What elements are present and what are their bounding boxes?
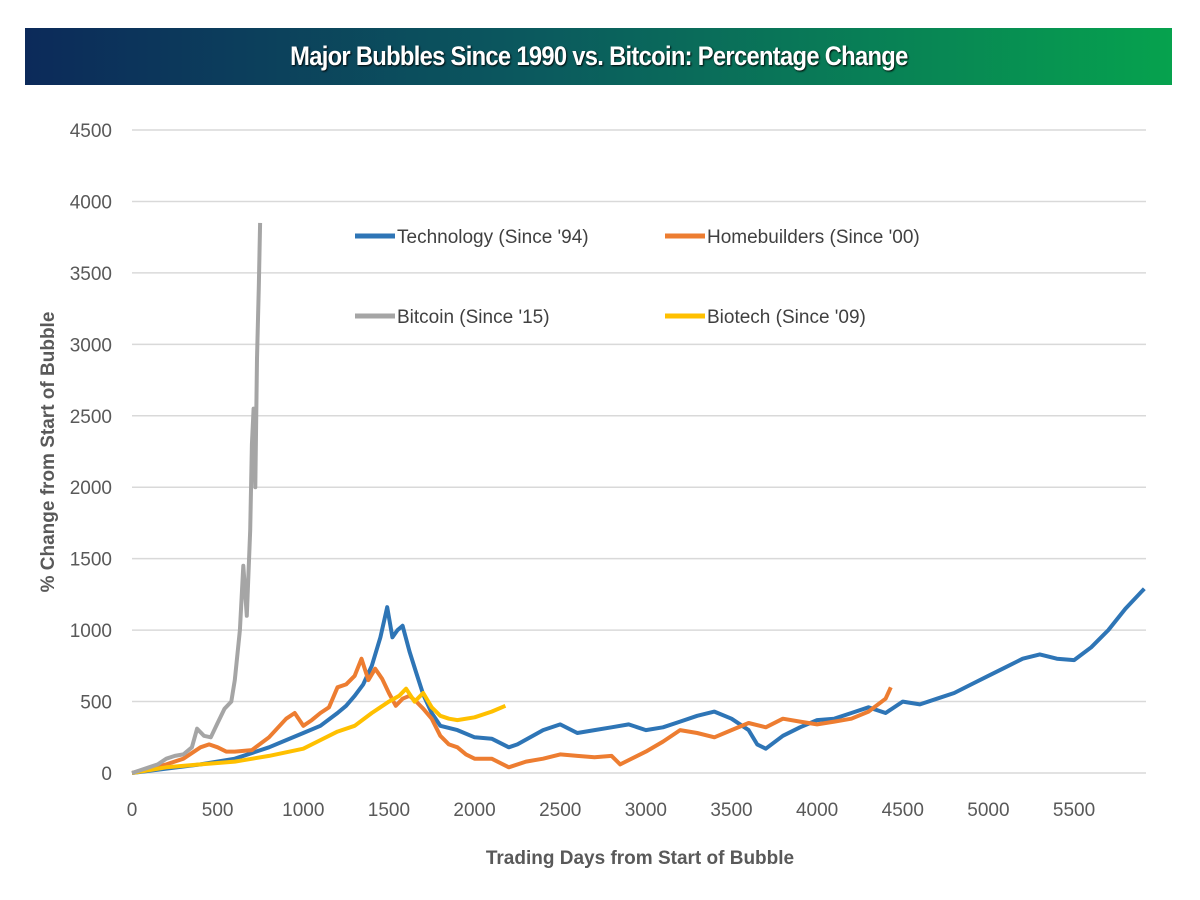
- y-tick-label: 2500: [70, 407, 112, 428]
- chart-title: Major Bubbles Since 1990 vs. Bitcoin: Pe…: [289, 41, 908, 71]
- y-tick-label: 500: [80, 693, 112, 714]
- legend-label: Homebuilders (Since '00): [707, 227, 920, 248]
- y-tick-label: 0: [101, 764, 112, 785]
- x-tick-label: 3000: [625, 800, 667, 821]
- x-tick-label: 5000: [967, 800, 1009, 821]
- y-tick-label: 2000: [70, 478, 112, 499]
- y-axis-label: % Change from Start of Bubble: [38, 312, 59, 593]
- x-tick-label: 1500: [368, 800, 410, 821]
- series-line-bitcoin: [131, 222, 263, 775]
- x-tick-label: 4500: [882, 800, 924, 821]
- y-tick-label: 1000: [70, 621, 112, 642]
- x-axis-label: Trading Days from Start of Bubble: [486, 848, 794, 869]
- y-tick-label: 3500: [70, 264, 112, 285]
- legend-label: Bitcoin (Since '15): [397, 307, 550, 328]
- y-tick-label: 1500: [70, 550, 112, 571]
- x-tick-label: 500: [202, 800, 234, 821]
- legend-label: Technology (Since '94): [397, 227, 589, 248]
- legend-label: Biotech (Since '09): [707, 307, 866, 328]
- x-tick-label: 5500: [1053, 800, 1095, 821]
- x-tick-label: 2000: [453, 800, 495, 821]
- chart-title-bar: Major Bubbles Since 1990 vs. Bitcoin: Pe…: [25, 28, 1172, 85]
- y-tick-label: 4500: [70, 121, 112, 142]
- x-tick-label: 4000: [796, 800, 838, 821]
- y-tick-label: 3000: [70, 335, 112, 356]
- y-tick-label: 4000: [70, 192, 112, 213]
- x-tick-label: 2500: [539, 800, 581, 821]
- series-line-biotech: [131, 686, 507, 775]
- x-tick-label: 0: [127, 800, 138, 821]
- series-line-homebuilders: [131, 656, 893, 775]
- x-tick-label: 1000: [282, 800, 324, 821]
- x-tick-label: 3500: [710, 800, 752, 821]
- series-line-technology: [131, 587, 1146, 775]
